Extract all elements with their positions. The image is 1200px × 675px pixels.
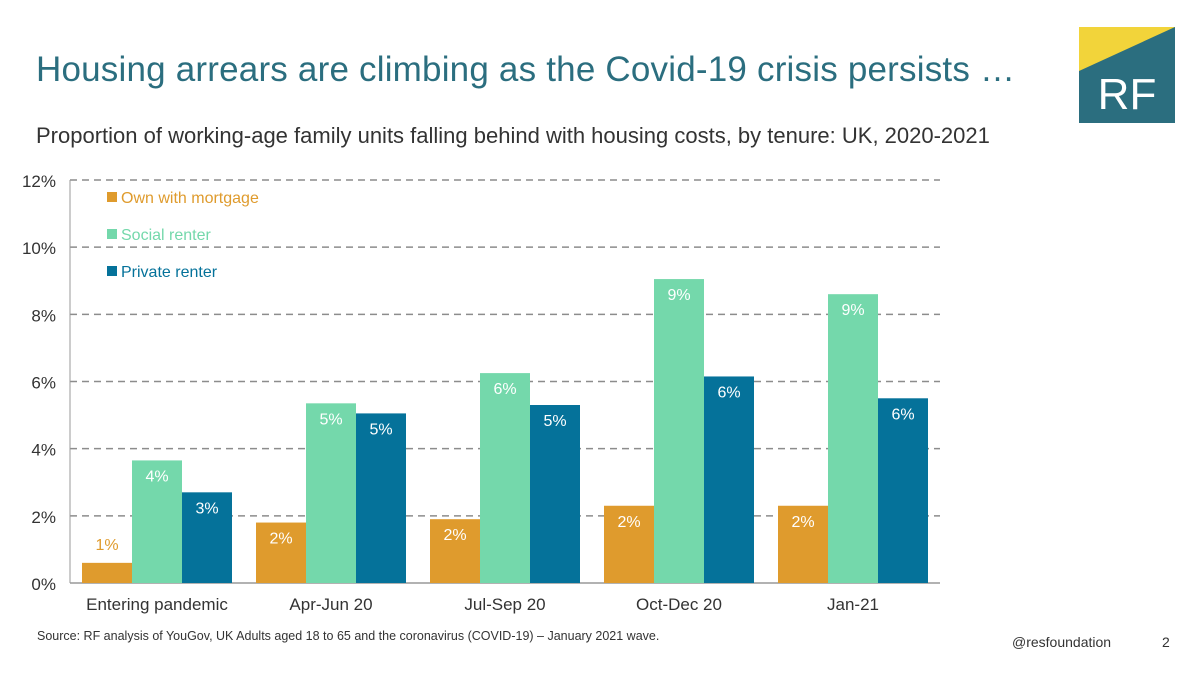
- bar-own-with-mortgage: [604, 505, 654, 583]
- bar-own-with-mortgage: [82, 562, 132, 583]
- y-tick-label: 8%: [31, 306, 56, 325]
- bar-chart: 0% 2% 4% 6% 8% 10% 12% 1% 4% 3% Entering pandemic 2…: [22, 172, 940, 614]
- data-label: 5%: [369, 421, 392, 438]
- bar-social-renter: [654, 279, 704, 583]
- legend-swatch: [107, 229, 117, 239]
- x-tick-label: Jul-Sep 20: [464, 595, 545, 614]
- x-tick-label: Oct-Dec 20: [636, 595, 722, 614]
- data-label: 5%: [319, 411, 342, 428]
- chart-subtitle: Proportion of working-age family units f…: [36, 123, 990, 148]
- page-number: 2: [1162, 634, 1170, 650]
- bar-own-with-mortgage: [430, 519, 480, 583]
- y-tick-label: 6%: [31, 374, 56, 393]
- data-label: 6%: [717, 384, 740, 401]
- bar-private-renter: [704, 376, 754, 583]
- y-tick-label: 12%: [22, 172, 56, 191]
- bar-social-renter: [828, 294, 878, 583]
- y-tick-label: 2%: [31, 508, 56, 527]
- bar-social-renter: [480, 373, 530, 583]
- rf-logo: RF: [1079, 27, 1175, 123]
- bar-own-with-mortgage: [256, 522, 306, 583]
- bar-private-renter: [182, 492, 232, 583]
- x-tick-label: Entering pandemic: [86, 595, 228, 614]
- data-label: 2%: [443, 527, 466, 544]
- data-label: 6%: [493, 381, 516, 398]
- source-note: Source: RF analysis of YouGov, UK Adults…: [37, 629, 660, 643]
- data-label: 1%: [95, 537, 118, 554]
- y-tick-label: 10%: [22, 239, 56, 258]
- y-tick-label: 4%: [31, 441, 56, 460]
- bar-private-renter: [878, 398, 928, 583]
- y-tick-label: 0%: [31, 575, 56, 594]
- legend-swatch: [107, 192, 117, 202]
- logo-text: RF: [1098, 70, 1157, 119]
- legend-label: Social renter: [121, 227, 211, 244]
- bar-private-renter: [530, 405, 580, 583]
- legend-label: Own with mortgage: [121, 190, 259, 207]
- bar-social-renter: [132, 460, 182, 583]
- data-label: 2%: [791, 514, 814, 531]
- data-label: 2%: [617, 514, 640, 531]
- bar-own-with-mortgage: [778, 505, 828, 583]
- social-handle: @resfoundation: [1012, 634, 1112, 650]
- data-label: 5%: [543, 413, 566, 430]
- x-tick-label: Apr-Jun 20: [289, 595, 372, 614]
- data-label: 2%: [269, 531, 292, 548]
- chart-title: Housing arrears are climbing as the Covi…: [36, 50, 1016, 89]
- legend-label: Private renter: [121, 264, 218, 281]
- bar-private-renter: [356, 413, 406, 583]
- data-label: 3%: [195, 500, 218, 517]
- data-label: 9%: [667, 287, 690, 304]
- x-tick-label: Jan-21: [827, 595, 879, 614]
- bar-social-renter: [306, 403, 356, 583]
- data-label: 9%: [841, 302, 864, 319]
- data-label: 4%: [145, 468, 168, 485]
- logo-yellow-triangle: [1079, 27, 1175, 71]
- data-label: 6%: [891, 406, 914, 423]
- legend-swatch: [107, 266, 117, 276]
